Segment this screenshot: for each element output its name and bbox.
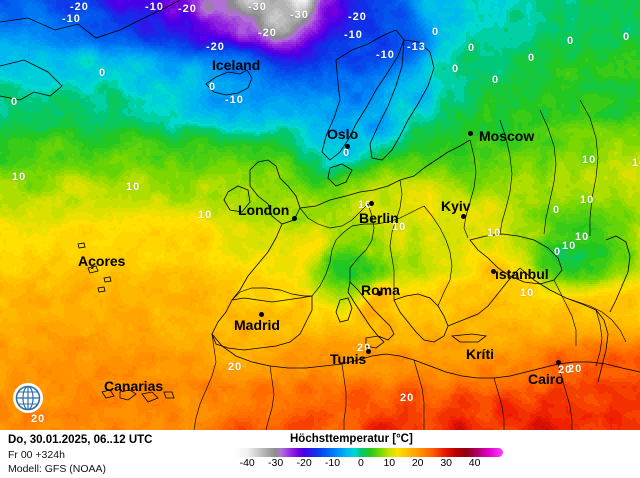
forecast-run: Fr 00 +324h — [8, 449, 65, 461]
contour-label: 0 — [468, 42, 476, 54]
city-label-berlin: Berlin — [359, 210, 399, 226]
city-label-madrid: Madrid — [234, 317, 280, 333]
colorbar-gradient-fill — [233, 448, 503, 457]
city-marker-dot — [491, 269, 496, 274]
contour-label: -10 — [145, 1, 164, 13]
city-marker-dot — [292, 216, 297, 221]
contour-label: -20 — [178, 3, 197, 15]
contour-label: 0 — [432, 26, 440, 38]
contour-label: -20 — [348, 11, 367, 23]
contour-label: -10 — [225, 94, 244, 106]
city-label-kyiv: Kyiv — [441, 198, 471, 214]
contour-label: 10 — [562, 240, 577, 252]
colorbar-gradient — [233, 448, 503, 457]
city-marker-dot — [461, 214, 466, 219]
city-label-canarias: Canarias — [104, 378, 164, 394]
contour-label: 20 — [400, 392, 415, 404]
contour-label: 10 — [126, 181, 141, 193]
coastline-overlay — [0, 0, 640, 430]
contour-label: -20 — [258, 27, 277, 39]
colorbar-title: Höchsttemperatur [°C] — [290, 433, 413, 445]
city-marker-dot — [366, 349, 371, 354]
city-marker-dot — [556, 360, 561, 365]
footer-bar: Do, 30.01.2025, 06..12 UTC Fr 00 +324h M… — [0, 430, 640, 478]
colorbar-tick-5: 10 — [383, 457, 396, 469]
city-label-krti: Kríti — [466, 346, 494, 362]
city-label-cairo: Cairo — [528, 371, 564, 387]
contour-label: -10 — [62, 13, 81, 25]
colorbar-tick-8: 40 — [468, 457, 481, 469]
contour-label: -30 — [290, 9, 309, 21]
contour-label: 20 — [568, 363, 583, 375]
contour-label: -30 — [248, 1, 267, 13]
colorbar-tick-4: 0 — [357, 457, 364, 469]
contour-label: -10 — [344, 29, 363, 41]
city-label-stanbul: ıstanbul — [495, 266, 549, 282]
contour-label: -13 — [407, 41, 426, 53]
country-borders — [194, 100, 626, 430]
contour-label: 0 — [528, 52, 536, 64]
city-marker-dot — [259, 312, 264, 317]
contour-label: 0 — [554, 246, 562, 258]
contour-label: 10 — [632, 157, 640, 169]
city-marker-dot — [345, 144, 350, 149]
city-label-moscow: Moscow — [479, 128, 535, 144]
colorbar-ticks: -40 -30 -20 -10 0 10 20 30 40 — [233, 457, 503, 471]
contour-label: 0 — [99, 67, 107, 79]
forecast-timestamp: Do, 30.01.2025, 06..12 UTC — [8, 434, 153, 446]
contour-label: 10 — [12, 171, 27, 183]
colorbar-tick-6: 20 — [411, 457, 424, 469]
contour-label: 10 — [582, 154, 597, 166]
contour-label: -20 — [70, 1, 89, 13]
contour-label: 10 — [575, 231, 590, 243]
contour-label: 10 — [520, 287, 535, 299]
contour-label: 20 — [228, 361, 243, 373]
forecast-meta: Do, 30.01.2025, 06..12 UTC Fr 00 +324h M… — [8, 433, 152, 476]
city-marker-dot — [377, 291, 382, 296]
temperature-field-canvas — [0, 0, 640, 430]
colorbar-tick-7: 30 — [440, 457, 453, 469]
city-label-london: London — [238, 202, 290, 218]
city-label-aores: Açores — [78, 253, 126, 269]
city-label-iceland: Iceland — [212, 57, 261, 73]
city-marker-dot — [468, 131, 473, 136]
contour-label: 0 — [553, 204, 561, 216]
contour-label: 10 — [358, 199, 373, 211]
contour-label: 20 — [558, 364, 573, 376]
contour-label: 0 — [492, 74, 500, 86]
contour-label: 0 — [452, 63, 460, 75]
city-marker-dot — [369, 201, 374, 206]
globe-icon — [13, 383, 43, 413]
colorbar-tick-0: -40 — [239, 457, 255, 469]
colorbar: Höchsttemperatur [°C] -40 -30 -20 -10 0 10 20 3… — [215, 432, 635, 471]
contour-label: 0 — [209, 81, 217, 93]
contour-label: 0 — [567, 35, 575, 47]
contour-label: 0 — [343, 147, 351, 159]
colorbar-tick-3: -10 — [324, 457, 341, 469]
contour-label: 10 — [487, 227, 502, 239]
forecast-model: Modell: GFS (NOAA) — [8, 463, 107, 475]
colorbar-tick-2: -20 — [296, 457, 312, 469]
city-label-roma: Roma — [361, 282, 400, 298]
contour-label: -10 — [376, 49, 395, 61]
contour-label: 10 — [580, 194, 595, 206]
contour-label: 0 — [623, 31, 631, 43]
contour-label: 20 — [357, 342, 372, 354]
coastlines — [0, 0, 640, 402]
contour-label: 0 — [11, 96, 19, 108]
city-label-tunis: Tunis — [330, 351, 367, 367]
colorbar-tick-1: -30 — [268, 457, 284, 469]
contour-label: 20 — [31, 413, 46, 425]
city-label-oslo: Oslo — [327, 126, 359, 142]
temperature-map[interactable]: -20 -10 -10 -20 -30 -30 -20 -20 -20 -10 -13 0 0 0 0 0 0-… — [0, 0, 640, 430]
contour-label: 10 — [198, 209, 213, 221]
contour-label: -20 — [206, 41, 225, 53]
contour-label: 10 — [392, 221, 407, 233]
